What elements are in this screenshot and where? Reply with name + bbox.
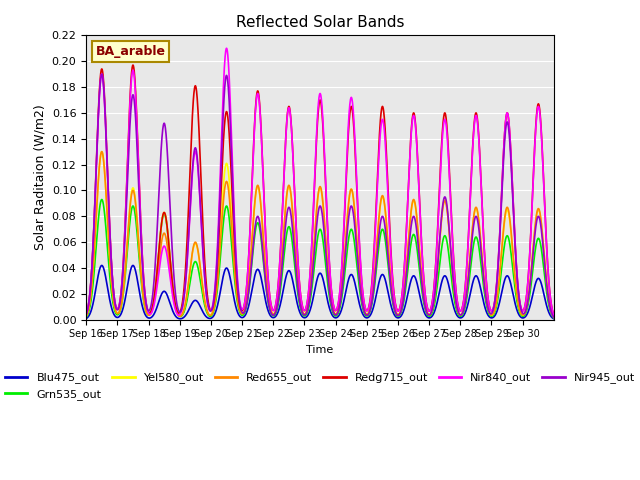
Redg715_out <box>129 62 137 68</box>
Yel580_out <box>262 268 269 274</box>
Text: BA_arable: BA_arable <box>95 45 166 58</box>
Nir945_out <box>83 312 90 317</box>
Nir840_out <box>541 209 548 215</box>
Red655_out <box>164 244 172 250</box>
X-axis label: Time: Time <box>307 345 333 355</box>
Line: Blu475_out: Blu475_out <box>86 265 554 319</box>
Grn535_out <box>136 261 143 267</box>
Blu475_out <box>491 313 499 319</box>
Redg715_out <box>136 192 143 198</box>
Nir840_out <box>491 300 499 305</box>
Nir945_out <box>98 71 106 77</box>
Y-axis label: Solar Raditaion (W/m2): Solar Raditaion (W/m2) <box>33 105 46 251</box>
Yel580_out <box>164 227 172 232</box>
Yel580_out <box>83 313 90 319</box>
Red655_out <box>282 200 290 205</box>
Blu475_out <box>129 263 137 268</box>
Redg715_out <box>491 300 499 306</box>
Blu475_out <box>83 316 90 322</box>
Yel580_out <box>136 252 143 258</box>
Title: Reflected Solar Bands: Reflected Solar Bands <box>236 15 404 30</box>
Red655_out <box>83 313 90 319</box>
Blu475_out <box>550 316 557 322</box>
Yel580_out <box>98 149 106 155</box>
Redg715_out <box>164 227 172 232</box>
Red655_out <box>136 253 143 259</box>
Nir945_out <box>262 279 269 285</box>
Nir945_out <box>491 301 499 307</box>
Line: Nir945_out: Nir945_out <box>86 74 554 317</box>
Legend: Blu475_out, Grn535_out, Yel580_out, Red655_out, Redg715_out, Nir840_out, Nir945_: Blu475_out, Grn535_out, Yel580_out, Red6… <box>1 368 639 404</box>
Redg715_out <box>550 312 557 318</box>
Red655_out <box>262 267 269 273</box>
Red655_out <box>541 259 548 264</box>
Line: Redg715_out: Redg715_out <box>86 65 554 315</box>
Grn535_out <box>550 315 557 321</box>
Grn535_out <box>164 228 172 233</box>
Nir945_out <box>164 151 172 157</box>
Yel580_out <box>491 308 499 314</box>
Nir840_out <box>175 312 182 318</box>
Blu475_out <box>262 299 269 304</box>
Nir945_out <box>541 263 548 268</box>
Red655_out <box>550 314 557 320</box>
Nir840_out <box>282 130 290 135</box>
Red655_out <box>98 149 106 155</box>
Nir945_out <box>136 206 143 212</box>
Blu475_out <box>541 295 548 301</box>
Line: Yel580_out: Yel580_out <box>86 152 554 317</box>
Line: Grn535_out: Grn535_out <box>86 200 554 318</box>
Grn535_out <box>541 274 548 280</box>
Grn535_out <box>282 236 290 241</box>
Redg715_out <box>262 233 269 239</box>
Nir840_out <box>550 312 557 318</box>
Grn535_out <box>262 281 269 287</box>
Blu475_out <box>164 293 172 299</box>
Line: Nir840_out: Nir840_out <box>86 48 554 315</box>
Nir945_out <box>282 219 290 225</box>
Nir840_out <box>163 254 171 260</box>
Yel580_out <box>541 259 548 265</box>
Yel580_out <box>550 314 557 320</box>
Red655_out <box>491 308 499 314</box>
Nir840_out <box>136 191 143 196</box>
Grn535_out <box>83 314 90 320</box>
Redg715_out <box>282 132 290 137</box>
Redg715_out <box>541 204 548 210</box>
Nir945_out <box>550 314 557 320</box>
Nir840_out <box>83 312 90 317</box>
Grn535_out <box>98 197 106 203</box>
Blu475_out <box>136 290 143 296</box>
Redg715_out <box>83 312 90 317</box>
Blu475_out <box>282 274 290 280</box>
Line: Red655_out: Red655_out <box>86 152 554 317</box>
Nir840_out <box>223 46 230 51</box>
Grn535_out <box>491 310 499 316</box>
Nir840_out <box>262 237 269 243</box>
Yel580_out <box>282 201 290 207</box>
